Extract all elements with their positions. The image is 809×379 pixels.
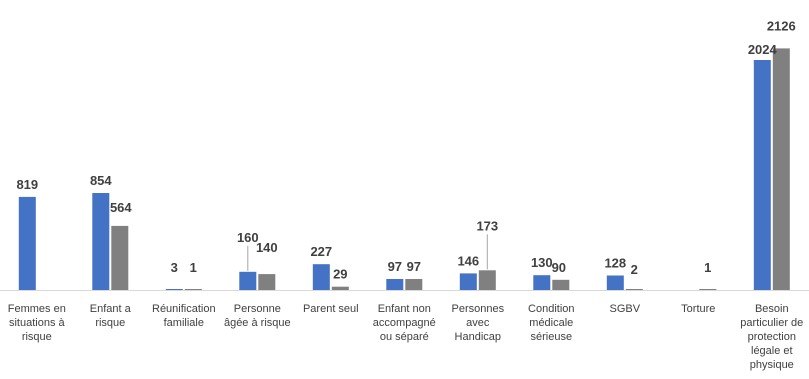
data-label-s1-5: 97: [388, 259, 402, 274]
category-label-3: Personne âgée à risque: [224, 303, 291, 329]
bar-s2-3: [258, 274, 276, 290]
bar-s2-9: [699, 289, 717, 290]
bar-s1-8: [606, 275, 624, 290]
data-label-s2-1: 564: [110, 200, 132, 215]
bar-s1-0: [18, 196, 36, 290]
category-label-5: Enfant non accompagné ou séparé: [373, 303, 436, 343]
data-label-s1-1: 854: [90, 173, 112, 188]
data-label-s1-0: 819: [16, 177, 38, 192]
category-label-8: SGBV: [610, 303, 641, 315]
data-label-s1-10: 2024: [748, 42, 778, 57]
data-label-s2-4: 29: [333, 267, 347, 282]
bar-s1-2: [165, 289, 183, 290]
bar-s2-10: [772, 48, 790, 291]
data-label-s1-8: 128: [604, 256, 626, 271]
bar-s2-1: [111, 225, 129, 290]
data-label-s2-3: 140: [256, 240, 278, 255]
data-label-s1-2: 3: [171, 260, 178, 275]
data-label-s2-9: 1: [704, 260, 711, 275]
data-label-s2-6: 173: [476, 218, 498, 233]
bar-s1-5: [386, 279, 404, 290]
category-label-1: Enfant a risque: [90, 303, 132, 329]
bar-s2-2: [184, 289, 202, 290]
data-label-s1-3: 160: [237, 230, 259, 245]
bar-s1-7: [533, 275, 551, 290]
data-label-s2-5: 97: [407, 259, 421, 274]
bar-s1-3: [239, 271, 257, 290]
data-label-s1-7: 130: [531, 255, 553, 270]
data-label-s2-2: 1: [190, 260, 197, 275]
category-label-7: Condition médicale sérieuse: [528, 303, 574, 343]
data-label-s1-4: 227: [310, 244, 332, 259]
category-label-9: Torture: [681, 303, 715, 315]
data-label-s2-7: 90: [552, 260, 566, 275]
data-label-s1-6: 146: [457, 253, 479, 268]
bar-s1-6: [459, 273, 477, 290]
bar-s1-10: [753, 60, 771, 290]
bar-s2-8: [625, 289, 643, 290]
bar-s2-5: [405, 279, 423, 290]
category-label-4: Parent seul: [303, 303, 359, 315]
category-label-0: Femmes en situations à risque: [8, 303, 66, 343]
bars-group: [18, 48, 790, 291]
bar-s2-6: [478, 270, 496, 290]
bar-s1-4: [312, 264, 330, 290]
bar-s1-1: [92, 193, 110, 290]
data-label-s2-10: 2126: [767, 18, 796, 33]
category-labels-group: Femmes en situations à risque Enfant a risqu…: [8, 303, 804, 371]
category-label-2: Réunification familiale: [152, 303, 216, 329]
bar-s2-7: [552, 279, 570, 290]
category-label-6: Personnes avec Handicap: [452, 303, 505, 343]
bar-s2-4: [331, 286, 349, 290]
data-label-s2-8: 2: [631, 262, 638, 277]
category-label-10: Besoin particulier de protection légale et p…: [740, 303, 803, 371]
